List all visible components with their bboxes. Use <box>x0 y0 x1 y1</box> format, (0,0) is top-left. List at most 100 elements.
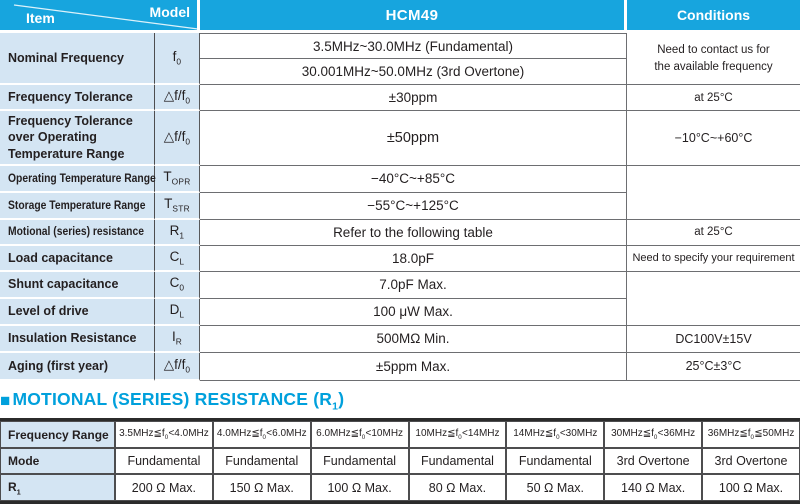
range-text: <14MHz <box>461 428 500 440</box>
item-text: Motional (series) resistance <box>8 224 144 239</box>
resistance-table: Frequency Range 3.5MHz≦f0<4.0MHz 4.0MHz≦… <box>0 418 800 504</box>
range-subscript: 0 <box>458 434 462 442</box>
label-subscript: 1 <box>16 486 22 496</box>
value-level-of-drive: 100 μW Max. <box>200 298 627 326</box>
condition-frequency-tolerance-otr: −10°C~+60°C <box>627 111 800 166</box>
range-text: <36MHz <box>657 428 696 440</box>
condition-line-1: Need to contact us for <box>657 43 770 56</box>
range-text: <30MHz <box>559 428 598 440</box>
item-label-nominal-frequency: Nominal Frequency <box>0 33 155 85</box>
row-load-capacitance: Load capacitance CL 18.0pF Need to speci… <box>0 245 800 272</box>
row-nominal-frequency-fundamental: Nominal Frequency f0 3.5MHz~30.0MHz (Fun… <box>0 33 800 85</box>
row-operating-temperature: Operating Temperature Range TOPR −40°C~+… <box>0 165 800 220</box>
condition-frequency-tolerance: at 25°C <box>627 85 800 111</box>
value-storage-temperature: −55°C~+125°C <box>200 192 627 220</box>
symbol-tstr: TSTR <box>155 192 200 220</box>
symbol-main: I <box>171 329 176 345</box>
row-frequency-tolerance: Frequency Tolerance △f/f0 ±30ppm at 25°C <box>0 85 800 111</box>
symbol-main: f <box>172 49 177 65</box>
symbol-main: T <box>163 169 172 185</box>
row-motional-resistance: Motional (series) resistance R1 Refer to… <box>0 219 800 246</box>
symbol-dl: DL <box>155 298 200 326</box>
frequency-range-cell: 3.5MHz≦f0<4.0MHz <box>115 421 213 449</box>
range-subscript: 0 <box>262 434 267 442</box>
title-subscript: 1 <box>332 400 339 413</box>
symbol-f0: f0 <box>155 33 200 85</box>
symbol-r1: R1 <box>155 219 200 246</box>
symbol-subscript: 0 <box>179 283 185 294</box>
item-label-insulation-resistance: Insulation Resistance <box>0 325 155 353</box>
symbol-main: C <box>169 248 180 264</box>
condition-insulation-resistance: DC100V±15V <box>627 325 800 353</box>
symbol-main: T <box>164 196 173 212</box>
row-nominal-frequency-overtone: 30.001MHz~50.0MHz (3rd Overtone) <box>0 59 800 85</box>
condition-capacitance-empty <box>627 271 800 326</box>
header-item-model-cell: Item Model <box>0 0 200 33</box>
value-load-capacitance: 18.0pF <box>200 245 627 272</box>
frequency-range-cell: 4.0MHz≦f0<6.0MHz <box>212 421 311 449</box>
range-subscript: 0 <box>164 434 169 442</box>
symbol-main: △f/f <box>163 356 186 372</box>
section-title-text: MOTIONAL (SERIES) RESISTANCE (R1) <box>12 389 344 413</box>
r1-value-cell: 200 Ω Max. <box>115 474 213 502</box>
value-frequency-tolerance: ±30ppm <box>200 85 627 111</box>
spec-table: Item Model HCM49 Conditions Nominal Freq… <box>0 0 800 381</box>
mode-cell: Fundamental <box>506 448 605 475</box>
item-label-frequency-tolerance-otr: Frequency Tolerance over Operating Tempe… <box>0 111 155 166</box>
range-text: 3.5MHz≦f <box>119 428 165 440</box>
symbol-main: △f/f <box>163 88 186 104</box>
symbol-subscript: 1 <box>179 230 185 241</box>
row-aging: Aging (first year) △f/f0 ±5ppm Max. 25°C… <box>0 352 800 381</box>
symbol-topr: TOPR <box>155 165 200 193</box>
header-conditions-cell: Conditions <box>627 0 800 33</box>
range-text: 6.0MHz≦f <box>316 428 362 440</box>
value-motional-resistance: Refer to the following table <box>200 219 627 246</box>
condition-temperature-empty <box>627 165 800 220</box>
row-frequency-tolerance-otr: Frequency Tolerance over Operating Tempe… <box>0 111 800 166</box>
symbol-cl: CL <box>155 245 200 272</box>
value-insulation-resistance: 500MΩ Min. <box>200 325 627 353</box>
resistance-label-frequency-range: Frequency Range <box>0 421 115 449</box>
header-item-label: Item <box>26 10 55 26</box>
range-text: 4.0MHz≦f <box>216 428 263 440</box>
value-shunt-capacitance: 7.0pF Max. <box>200 271 627 299</box>
condition-aging: 25°C±3°C <box>627 352 800 381</box>
range-subscript: 0 <box>556 434 560 442</box>
symbol-subscript: L <box>179 310 185 321</box>
condition-nominal-frequency: Need to contact us for the available fre… <box>627 33 800 85</box>
header-product-cell: HCM49 <box>200 0 627 33</box>
symbol-subscript: R <box>175 337 183 348</box>
range-text: 10MHz≦f <box>415 428 459 440</box>
symbol-main: R <box>169 222 180 238</box>
symbol-ir: IR <box>155 325 200 353</box>
item-label-operating-temperature: Operating Temperature Range <box>0 165 156 193</box>
item-label-shunt-capacitance: Shunt capacitance <box>0 271 155 299</box>
item-label-aging: Aging (first year) <box>0 352 155 381</box>
item-text: Storage Temperature Range <box>8 197 146 212</box>
condition-motional-resistance: at 25°C <box>627 219 800 246</box>
range-text: 30MHz≦f <box>611 428 654 440</box>
condition-load-capacitance: Need to specify your requirement <box>627 245 800 272</box>
row-insulation-resistance: Insulation Resistance IR 500MΩ Min. DC10… <box>0 325 800 353</box>
range-text: 14MHz≦f <box>513 428 557 440</box>
symbol-df-f0: △f/f0 <box>155 352 200 381</box>
item-label-storage-temperature: Storage Temperature Range <box>0 192 155 220</box>
section-title-motional-resistance: ■ MOTIONAL (SERIES) RESISTANCE (R1) <box>0 389 800 413</box>
value-fundamental-range: 3.5MHz~30.0MHz (Fundamental) <box>200 33 627 59</box>
symbol-df-f0: △f/f0 <box>155 111 200 166</box>
symbol-subscript: 0 <box>185 364 191 375</box>
r1-value-cell: 140 Ω Max. <box>604 474 703 502</box>
range-text: ≦50MHz <box>754 428 795 440</box>
item-label-load-capacitance: Load capacitance <box>0 245 155 272</box>
range-subscript: 0 <box>750 434 755 442</box>
symbol-subscript: OPR <box>171 177 191 188</box>
frequency-range-cell: 14MHz≦f0<30MHz <box>506 421 605 449</box>
row-shunt-capacitance: Shunt capacitance C0 7.0pF Max. <box>0 271 800 326</box>
frequency-range-cell: 30MHz≦f0<36MHz <box>604 421 703 449</box>
resistance-label-mode: Mode <box>0 448 115 475</box>
diagonal-divider-icon <box>13 4 199 30</box>
spec-header-row: Item Model HCM49 Conditions <box>0 0 800 33</box>
condition-text: Need to contact us for the available fre… <box>627 42 800 75</box>
value-overtone-range: 30.001MHz~50.0MHz (3rd Overtone) <box>200 59 627 85</box>
value-operating-temperature: −40°C~+85°C <box>200 165 627 193</box>
